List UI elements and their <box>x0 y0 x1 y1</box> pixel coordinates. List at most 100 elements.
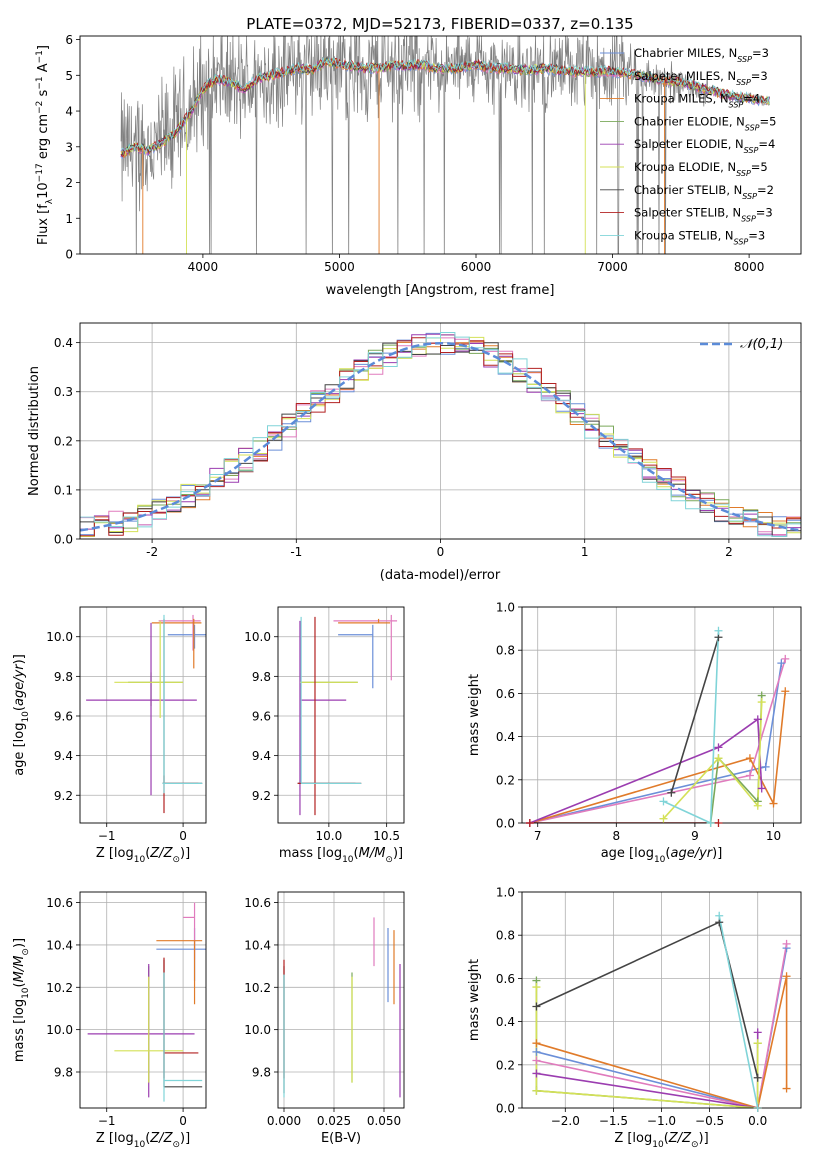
x-tick-label: -2 <box>146 545 158 559</box>
y-tick-label: 3 <box>65 140 73 154</box>
x-tick-label: 0 <box>437 545 445 559</box>
y-tick-label: 9.6 <box>54 709 73 723</box>
label-part: 10 <box>36 182 51 199</box>
legend-name: Chabrier STELIB, N <box>634 183 742 197</box>
x-axis-label: mass [log10(M/M⊙)] <box>279 846 403 865</box>
label-part: ⊙ <box>21 948 31 956</box>
axes-frame <box>79 606 207 824</box>
label-part: )] <box>180 846 190 861</box>
label-part: M/M <box>12 956 27 983</box>
y-tick-label: 10.2 <box>244 981 271 995</box>
marker-salpeter-miles <box>532 1056 541 1065</box>
marker-kroupa-elodie <box>532 983 541 992</box>
label-part: Z/Z <box>668 1131 692 1146</box>
axes-frame <box>79 322 802 540</box>
series-line-kroupa-elodie <box>662 701 763 820</box>
legend-name: Kroupa STELIB, N <box>634 228 734 242</box>
legend-sub: SSP <box>737 55 752 64</box>
marker-kroupa-elodie <box>714 754 723 763</box>
label-part: ⊙ <box>172 1140 180 1150</box>
axes-frame <box>79 35 802 255</box>
label-part: )] <box>699 1131 709 1146</box>
marker-salpeter-miles <box>781 654 790 663</box>
marker-salpeter-elodie <box>532 1069 541 1078</box>
errorbar-kroupa-elodie <box>114 620 184 718</box>
y-axis-label: Normed distribution <box>27 366 42 496</box>
y-axis-label: age [log10(age/yr)] <box>12 654 31 776</box>
x-tick-label: 8000 <box>734 260 765 274</box>
axes-frame <box>521 891 802 1109</box>
y-tick-label: 10.6 <box>244 896 271 910</box>
figure-title: PLATE=0372, MJD=52173, FIBERID=0337, z=0… <box>246 15 633 33</box>
plot-area <box>297 614 398 816</box>
label-part: ( <box>145 846 150 861</box>
marker-kroupa-miles <box>532 1039 541 1048</box>
y-tick-label: 0.6 <box>496 972 515 986</box>
marker-kroupa-miles <box>769 799 778 808</box>
legend-value: =2 <box>757 183 774 197</box>
marker-chabrier-stelib <box>667 788 676 797</box>
y-tick-label: 0.4 <box>496 730 515 744</box>
plot-area <box>283 917 401 1098</box>
legend-sub: SSP <box>741 214 756 223</box>
x-tick-label: 1 <box>581 545 589 559</box>
errorbar-kroupa-stelib <box>162 614 203 794</box>
y-tick-label: 2 <box>65 176 73 190</box>
legend-label-chabrier-elodie: Chabrier ELODIE, NSSP=5 <box>634 114 776 131</box>
legend-label-salpeter-elodie: Salpeter ELODIE, NSSP=4 <box>634 137 775 155</box>
errorbar-salpeter-stelib <box>163 957 199 1079</box>
y-tick-label: 9.8 <box>54 1066 73 1080</box>
label-part: mass [log <box>12 999 27 1062</box>
marker-chabrier-miles <box>532 1047 541 1056</box>
y-tick-label: 0.0 <box>496 817 515 831</box>
series-line-salpeter-miles <box>529 658 787 823</box>
label-part: M/M <box>359 846 386 861</box>
errorbar-kroupa-miles <box>151 618 202 669</box>
y-tick-label: 10.0 <box>46 1023 73 1037</box>
axes-spectrum: 4000 5000 6000 7000 8000 0 1 2 3 4 5 6 Flux [fλ10−17… <box>35 33 802 298</box>
axes-frame <box>277 891 405 1109</box>
y-tick-label: 9.8 <box>252 670 271 684</box>
label-part: age [log <box>601 846 654 861</box>
marker-kroupa-stelib <box>753 1104 762 1112</box>
y-tick-label: 0.8 <box>496 644 515 658</box>
x-tick-label: 10 <box>766 829 781 843</box>
label-part: ⊙ <box>691 1140 699 1150</box>
label-part: 10 <box>21 711 31 723</box>
y-tick-label: 0.3 <box>54 385 73 399</box>
y-tick-label: 6 <box>65 33 73 47</box>
label-part: erg cm <box>36 114 51 163</box>
label-part: )] <box>180 1131 190 1146</box>
x-tick-label: 10.0 <box>316 829 343 843</box>
marker-kroupa-miles <box>745 754 754 763</box>
series-line-kroupa-elodie <box>535 987 759 1108</box>
y-axis-label: mass weight <box>467 674 482 756</box>
marker-kroupa-elodie <box>753 1039 762 1048</box>
errorbar-kroupa-elodie <box>114 976 184 1083</box>
marker-kroupa-elodie <box>753 801 762 810</box>
legend-name: Salpeter ELODIE, N <box>634 137 744 151</box>
x-axis-label: age [log10(age/yr)] <box>601 846 723 865</box>
label-part: ( <box>354 846 359 861</box>
label-part: 10 <box>21 987 31 999</box>
y-tick-label: 10.4 <box>46 938 73 952</box>
y-tick-label: 0.8 <box>496 929 515 943</box>
x-tick-label: 8 <box>612 829 620 843</box>
label-part: ] <box>36 45 51 50</box>
x-tick-label: −1.5 <box>599 1114 628 1128</box>
series-line-chabrier-miles <box>529 663 783 823</box>
label-part: λ <box>45 198 55 204</box>
axes-mass-vs-EBV: 0.000 0.025 0.050 9.8 10.0 10.2 10.4 10.6 E(B-V) <box>244 891 405 1146</box>
errorbar-kroupa-stelib <box>163 972 203 1102</box>
normal-curve <box>80 341 801 532</box>
y-tick-label: 9.8 <box>252 1066 271 1080</box>
x-tick-label: −1 <box>98 829 116 843</box>
y-tick-label: 0.4 <box>496 1015 515 1029</box>
label-part: s <box>36 89 51 100</box>
axes-frame <box>79 891 207 1109</box>
model-spectrum-kroupa-stelib <box>120 56 770 152</box>
x-tick-label: 2 <box>725 545 733 559</box>
marker-kroupa-stelib <box>659 797 668 806</box>
x-tick-label: 4000 <box>188 260 219 274</box>
